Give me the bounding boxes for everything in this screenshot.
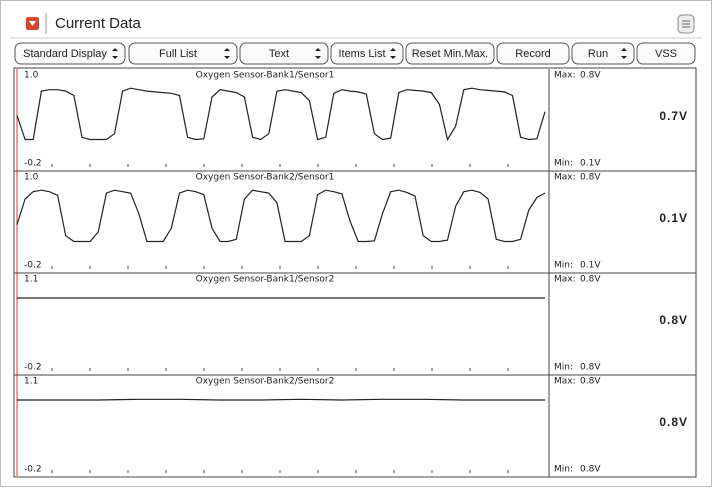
waveform — [17, 398, 545, 401]
y-tick-label: 1.0 — [24, 71, 39, 81]
toolbar-button[interactable] — [330, 42, 404, 65]
panel-title: Oxygen Sensor-Bank2/Sensor1 — [196, 173, 335, 183]
y-tick-label: -0.2 — [24, 159, 42, 169]
collapse-arrow — [29, 21, 36, 26]
min-value: 0.1V — [580, 261, 601, 271]
toolbar-button[interactable] — [14, 42, 126, 65]
y-tick-label: 1.0 — [24, 173, 39, 183]
header-title: Current Data — [55, 15, 142, 32]
min-value: 0.8V — [580, 465, 601, 475]
panel-title: Oxygen Sensor-Bank1/Sensor1 — [196, 71, 335, 81]
y-tick-label: 1.1 — [24, 275, 38, 285]
min-label: Min: — [554, 465, 573, 475]
current-value: 0.7V — [659, 109, 688, 123]
toolbar-button[interactable] — [128, 42, 238, 65]
max-value: 0.8V — [580, 71, 601, 81]
max-label: Max: — [554, 71, 576, 81]
waveform — [16, 87, 546, 142]
button-label: Full List — [159, 48, 197, 60]
y-tick-label: -0.2 — [24, 363, 42, 373]
toolbar-button[interactable] — [636, 42, 696, 65]
button-label: Text — [269, 48, 289, 60]
min-label: Min: — [554, 363, 573, 373]
min-value: 0.8V — [580, 363, 601, 373]
max-label: Max: — [554, 275, 576, 285]
max-label: Max: — [554, 377, 576, 387]
toolbar-button[interactable] — [496, 42, 570, 65]
min-label: Min: — [554, 159, 573, 169]
min-label: Min: — [554, 261, 573, 271]
panel-title: Oxygen Sensor-Bank1/Sensor2 — [196, 275, 335, 285]
button-label: Items List — [338, 48, 385, 60]
toolbar-button[interactable] — [571, 42, 635, 65]
max-value: 0.8V — [580, 377, 601, 387]
panel-title: Oxygen Sensor-Bank2/Sensor2 — [196, 377, 335, 387]
max-value: 0.8V — [580, 173, 601, 183]
y-tick-label: 1.1 — [24, 377, 38, 387]
dropdown-arrow — [112, 48, 118, 59]
dropdown-arrow — [315, 48, 321, 59]
max-label: Max: — [554, 173, 576, 183]
button-label: Record — [515, 48, 550, 60]
dropdown-arrow — [621, 48, 627, 59]
max-value: 0.8V — [580, 275, 601, 285]
toolbar-button[interactable] — [239, 42, 329, 65]
waveform — [16, 189, 546, 243]
toolbar-button[interactable] — [405, 42, 495, 65]
menu-lines — [682, 20, 690, 28]
current-value: 0.8V — [659, 313, 688, 327]
dropdown-arrow — [224, 48, 230, 59]
button-label: Reset Min.Max. — [412, 48, 488, 60]
y-tick-label: -0.2 — [24, 465, 42, 475]
y-tick-label: -0.2 — [24, 261, 42, 271]
dropdown-arrow — [390, 48, 396, 59]
min-value: 0.1V — [580, 159, 601, 169]
current-value: 0.8V — [659, 415, 688, 429]
button-label: VSS — [655, 48, 677, 60]
current-value: 0.1V — [659, 211, 688, 225]
button-label: Run — [588, 48, 608, 60]
button-label: Standard Display — [23, 48, 107, 60]
